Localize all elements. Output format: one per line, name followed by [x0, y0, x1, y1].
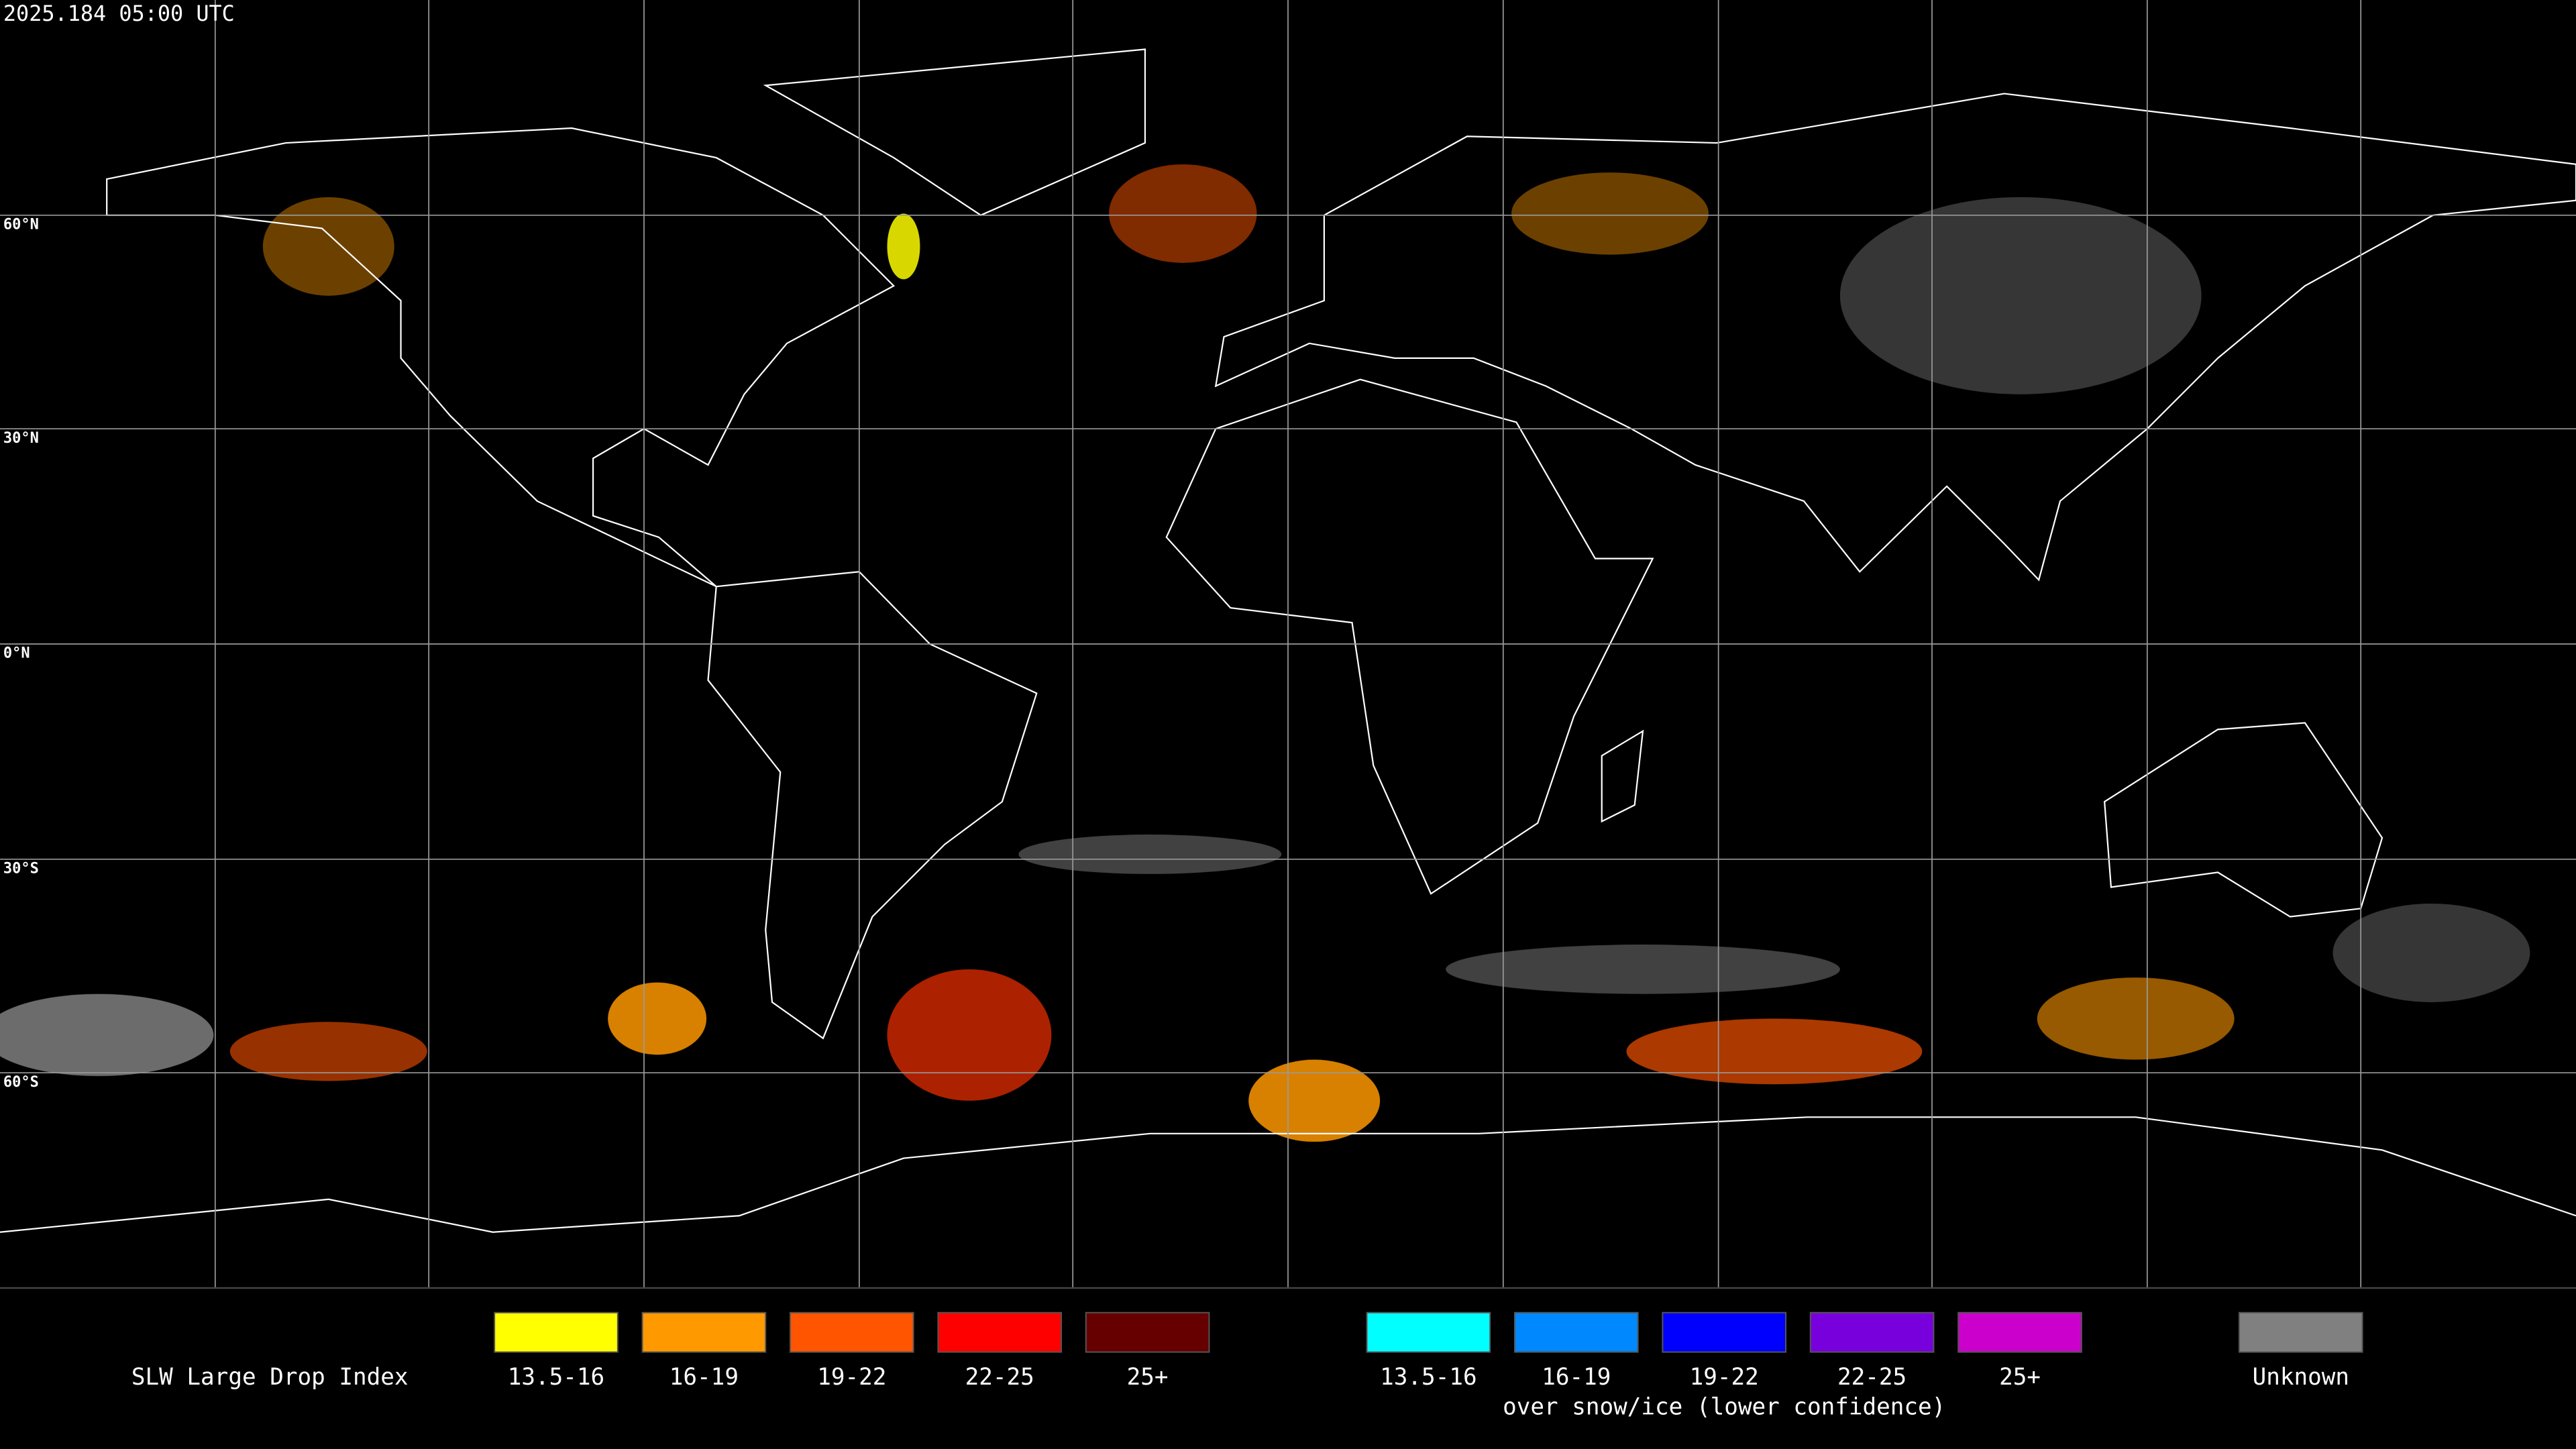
cloud-field: [0, 164, 2530, 1142]
legend-label: 16-19: [1542, 1364, 1611, 1391]
legend-label: Unknown: [2253, 1364, 2349, 1391]
legend-swatch: [2238, 1311, 2363, 1353]
legend-swatch: [494, 1311, 619, 1353]
legend-swatch: [1513, 1311, 1639, 1353]
lat-label: 0°N: [3, 645, 30, 662]
legend-swatch: [789, 1311, 914, 1353]
legend-label: 19-22: [817, 1364, 886, 1391]
legend-label: 13.5-16: [508, 1364, 604, 1391]
legend-swatch: [1957, 1311, 2082, 1353]
lat-label: 30°N: [3, 430, 39, 447]
legend-label: 22-25: [965, 1364, 1034, 1391]
lat-label: 30°S: [3, 861, 39, 877]
lat-label: 60°N: [3, 217, 39, 233]
legend-label: 25+: [1127, 1364, 1169, 1391]
legend-label: 22-25: [1837, 1364, 1907, 1391]
lat-label: 60°S: [3, 1074, 39, 1091]
timestamp: 2025.184 05:00 UTC: [3, 1, 235, 26]
legend-swatch: [1085, 1311, 1210, 1353]
legend-swatch: [1662, 1311, 1787, 1353]
legend-title: SLW Large Drop Index: [131, 1364, 409, 1391]
legend-label: 19-22: [1690, 1364, 1759, 1391]
legend-label: 16-19: [669, 1364, 739, 1391]
legend-swatch: [641, 1311, 767, 1353]
legend-label: 13.5-16: [1380, 1364, 1477, 1391]
legend-label: 25+: [1999, 1364, 2041, 1391]
graticule: [0, 0, 2576, 1289]
legend-swatch: [1809, 1311, 1935, 1353]
legend-swatch: [1366, 1311, 1491, 1353]
legend-caption: over snow/ice (lower confidence): [1503, 1393, 1945, 1420]
legend-swatch: [937, 1311, 1063, 1353]
